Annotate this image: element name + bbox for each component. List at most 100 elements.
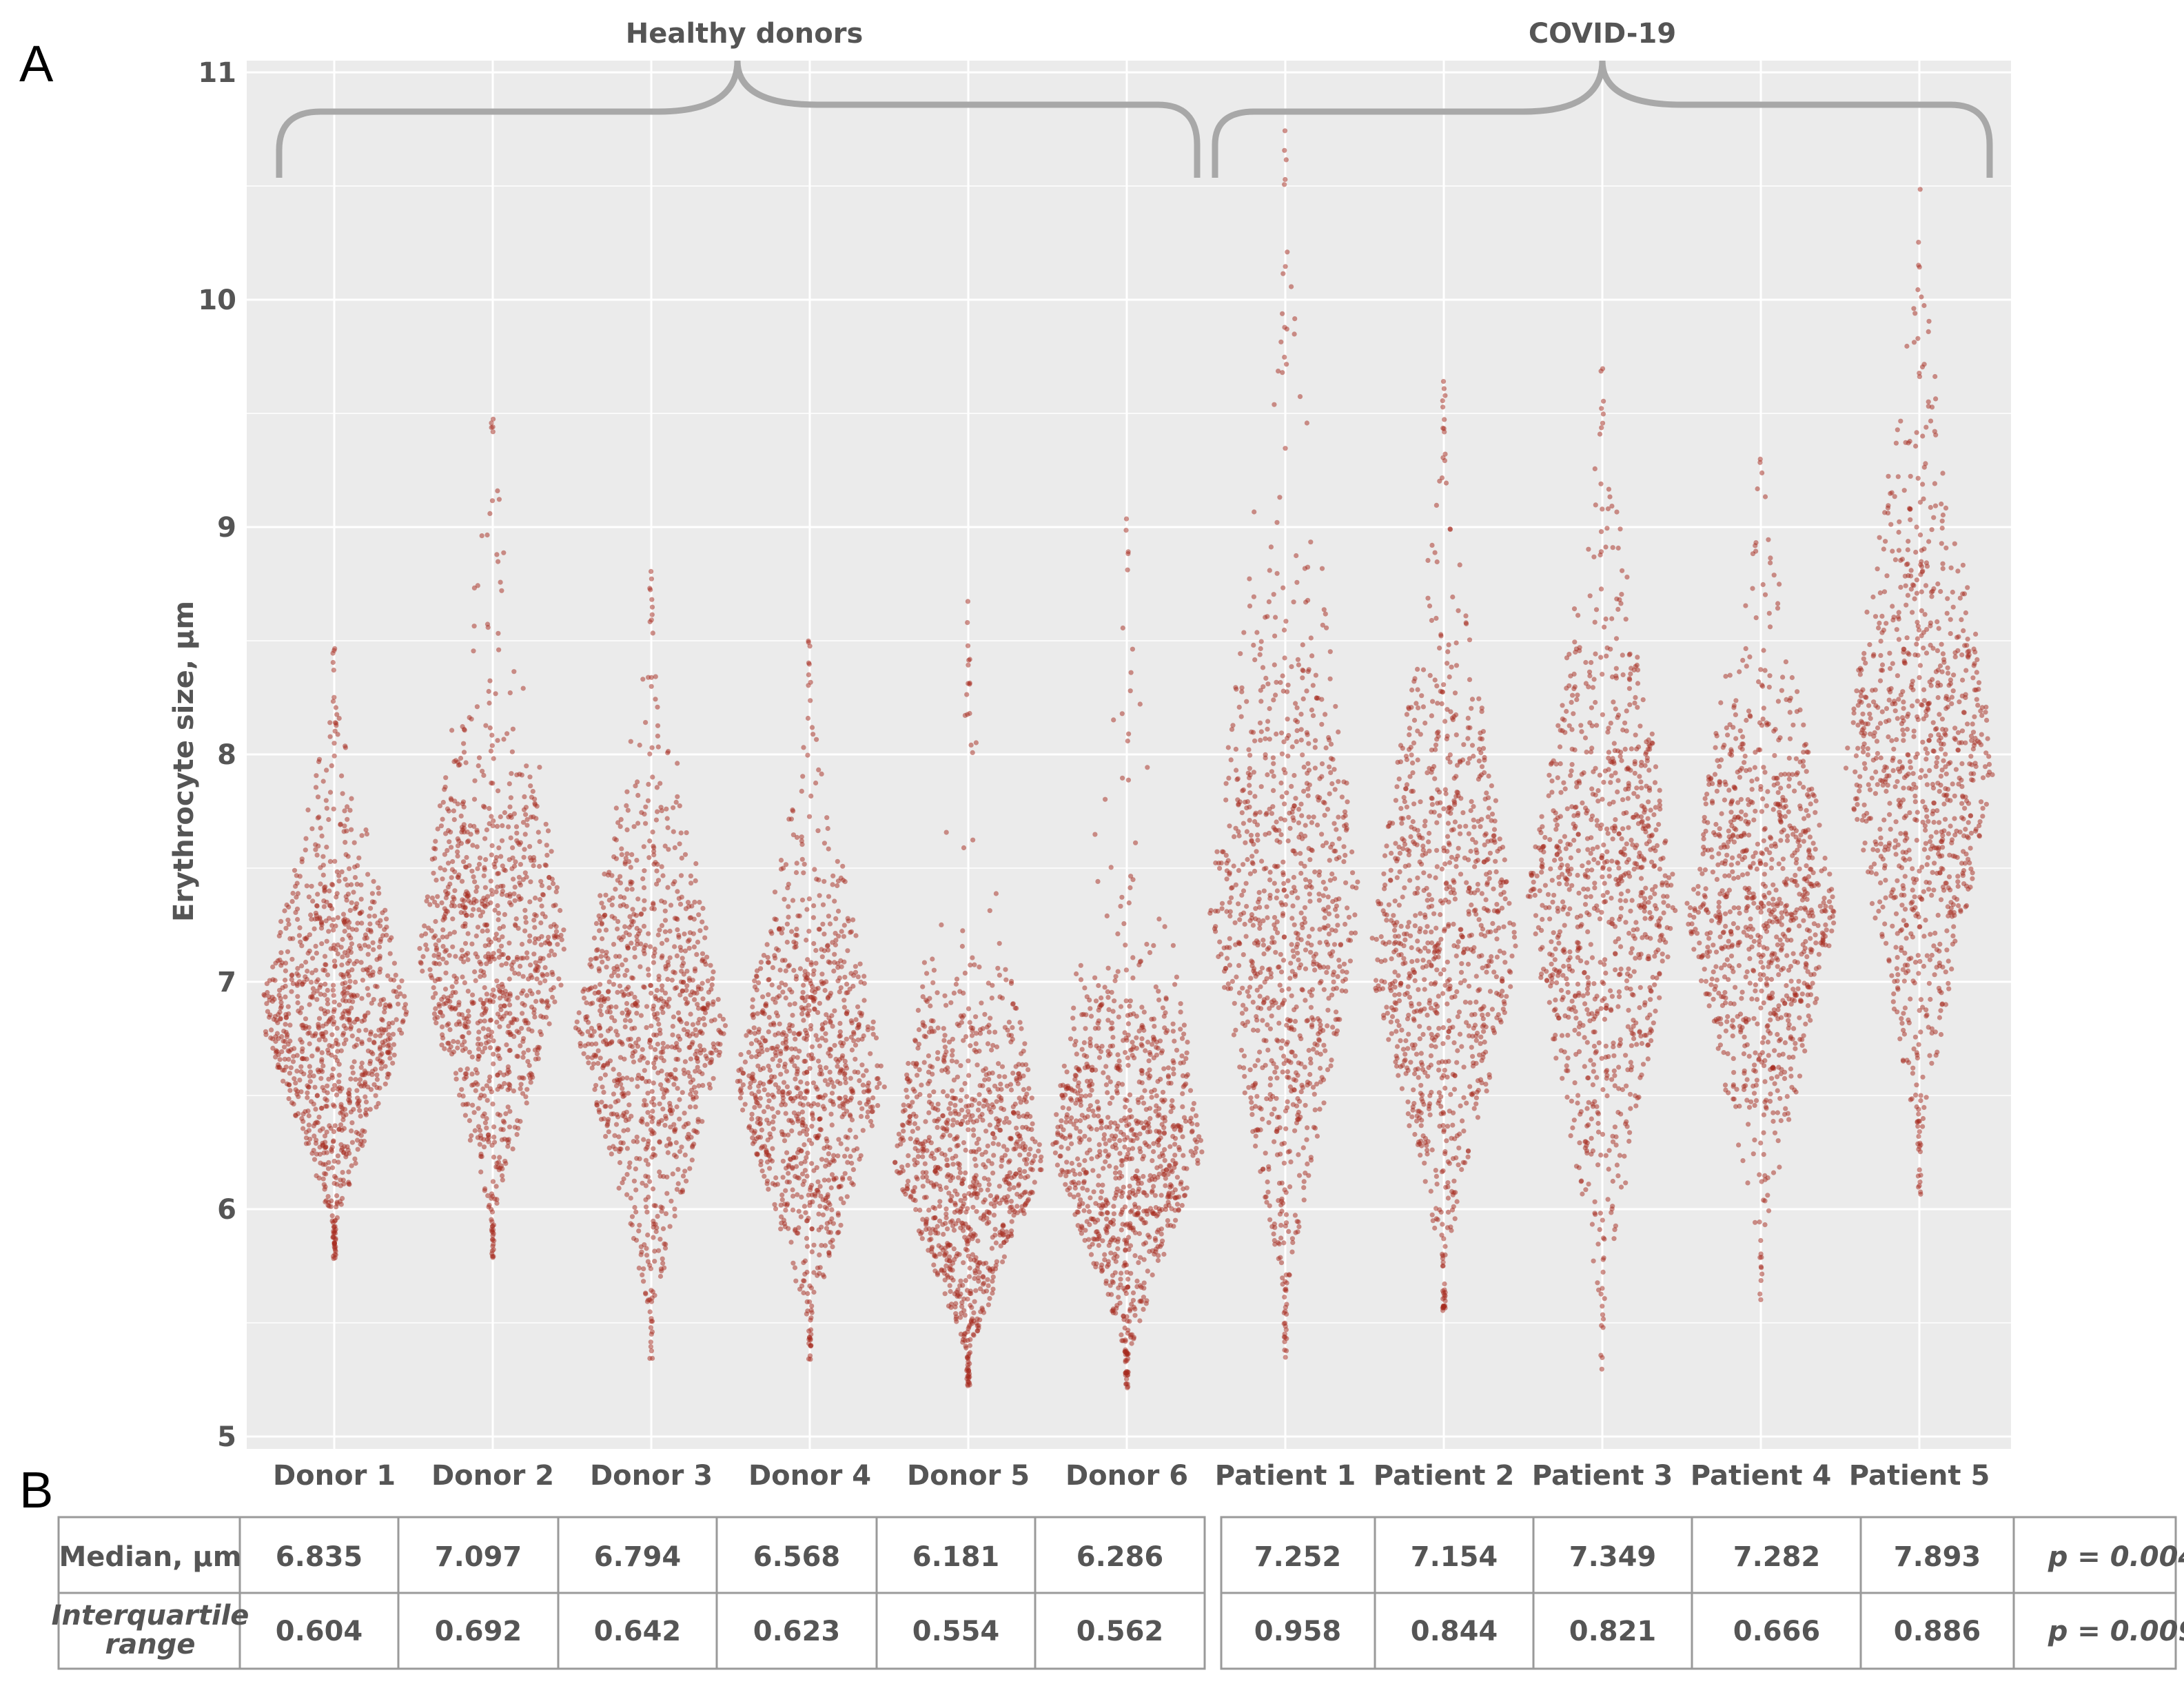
data-point [506,824,511,830]
data-point [609,1015,615,1020]
data-point [965,599,970,604]
data-point [429,895,436,900]
data-point [680,980,686,985]
data-point [342,950,347,956]
data-point [283,960,289,966]
data-point [655,733,661,739]
data-point [470,1102,476,1108]
data-point [445,806,451,812]
data-point [649,1023,654,1029]
data-point [323,1096,328,1102]
data-point [690,978,695,983]
data-point [327,720,333,725]
data-point [806,683,811,688]
data-point [640,1120,645,1125]
data-point [1017,1133,1023,1138]
data-point [752,984,758,989]
data-point [709,1050,715,1056]
data-point [500,1173,505,1179]
data-point [293,1113,298,1118]
data-point [783,995,788,1001]
data-point [1103,796,1108,802]
data-point [971,1310,977,1315]
data-point [442,906,447,912]
data-point [475,1041,481,1047]
data-point [656,1021,662,1027]
data-point [507,1002,513,1008]
data-point [695,984,701,989]
data-point [711,1075,716,1081]
data-point [546,934,551,940]
data-point [336,878,342,884]
data-point [799,1122,805,1128]
data-point [830,1237,835,1243]
data-point [289,972,295,978]
data-point [619,852,624,857]
data-point [453,976,460,981]
data-point [628,865,633,870]
data-point [667,1100,673,1106]
data-point [524,993,530,998]
data-point [905,1162,910,1168]
data-point [465,830,470,835]
data-point [609,1004,614,1009]
data-point [493,932,499,937]
data-point [652,1248,657,1254]
data-point [521,1075,527,1081]
data-point [512,922,518,927]
data-point [493,936,498,941]
data-point [672,1213,677,1219]
data-point [772,889,778,895]
data-point [796,1146,802,1152]
data-point [340,912,347,917]
data-point [455,849,460,854]
data-point [927,996,932,1001]
data-point [313,943,318,949]
data-point [489,852,494,858]
data-point [495,903,500,909]
data-point [994,1116,999,1122]
data-point [926,1207,932,1213]
data-point [942,993,948,998]
data-point [657,1027,663,1033]
data-point [816,1211,821,1217]
data-point [507,1048,512,1053]
data-point [958,1063,963,1069]
data-point [278,996,283,1001]
data-point [332,1173,338,1179]
data-point [526,1027,531,1032]
data-point [999,1231,1005,1236]
data-point [467,1118,473,1124]
data-point [643,804,649,810]
data-point [451,1039,456,1044]
data-point [837,1070,843,1075]
data-point [538,942,544,947]
data-point [475,1020,480,1026]
data-point [501,1013,507,1019]
data-point [802,1159,808,1164]
data-point [786,1132,791,1138]
data-point [808,1317,813,1323]
data-point [859,1106,865,1111]
data-point [672,1127,677,1133]
data-point [323,962,328,967]
data-point [853,1017,859,1022]
data-point [340,791,345,796]
data-point [424,898,429,904]
data-point [773,1032,778,1038]
data-point [542,965,548,970]
data-point [833,942,838,948]
data-point [1119,1270,1124,1276]
data-point [990,1171,996,1176]
data-point [868,1051,873,1056]
data-point [653,697,658,702]
data-point [773,1175,779,1181]
data-point [595,1048,601,1053]
data-point [366,992,371,998]
data-point [993,1240,999,1246]
data-point [496,788,501,794]
data-point [315,1067,320,1073]
data-point [334,1092,340,1098]
data-point [652,1047,658,1052]
data-point [979,1000,984,1006]
